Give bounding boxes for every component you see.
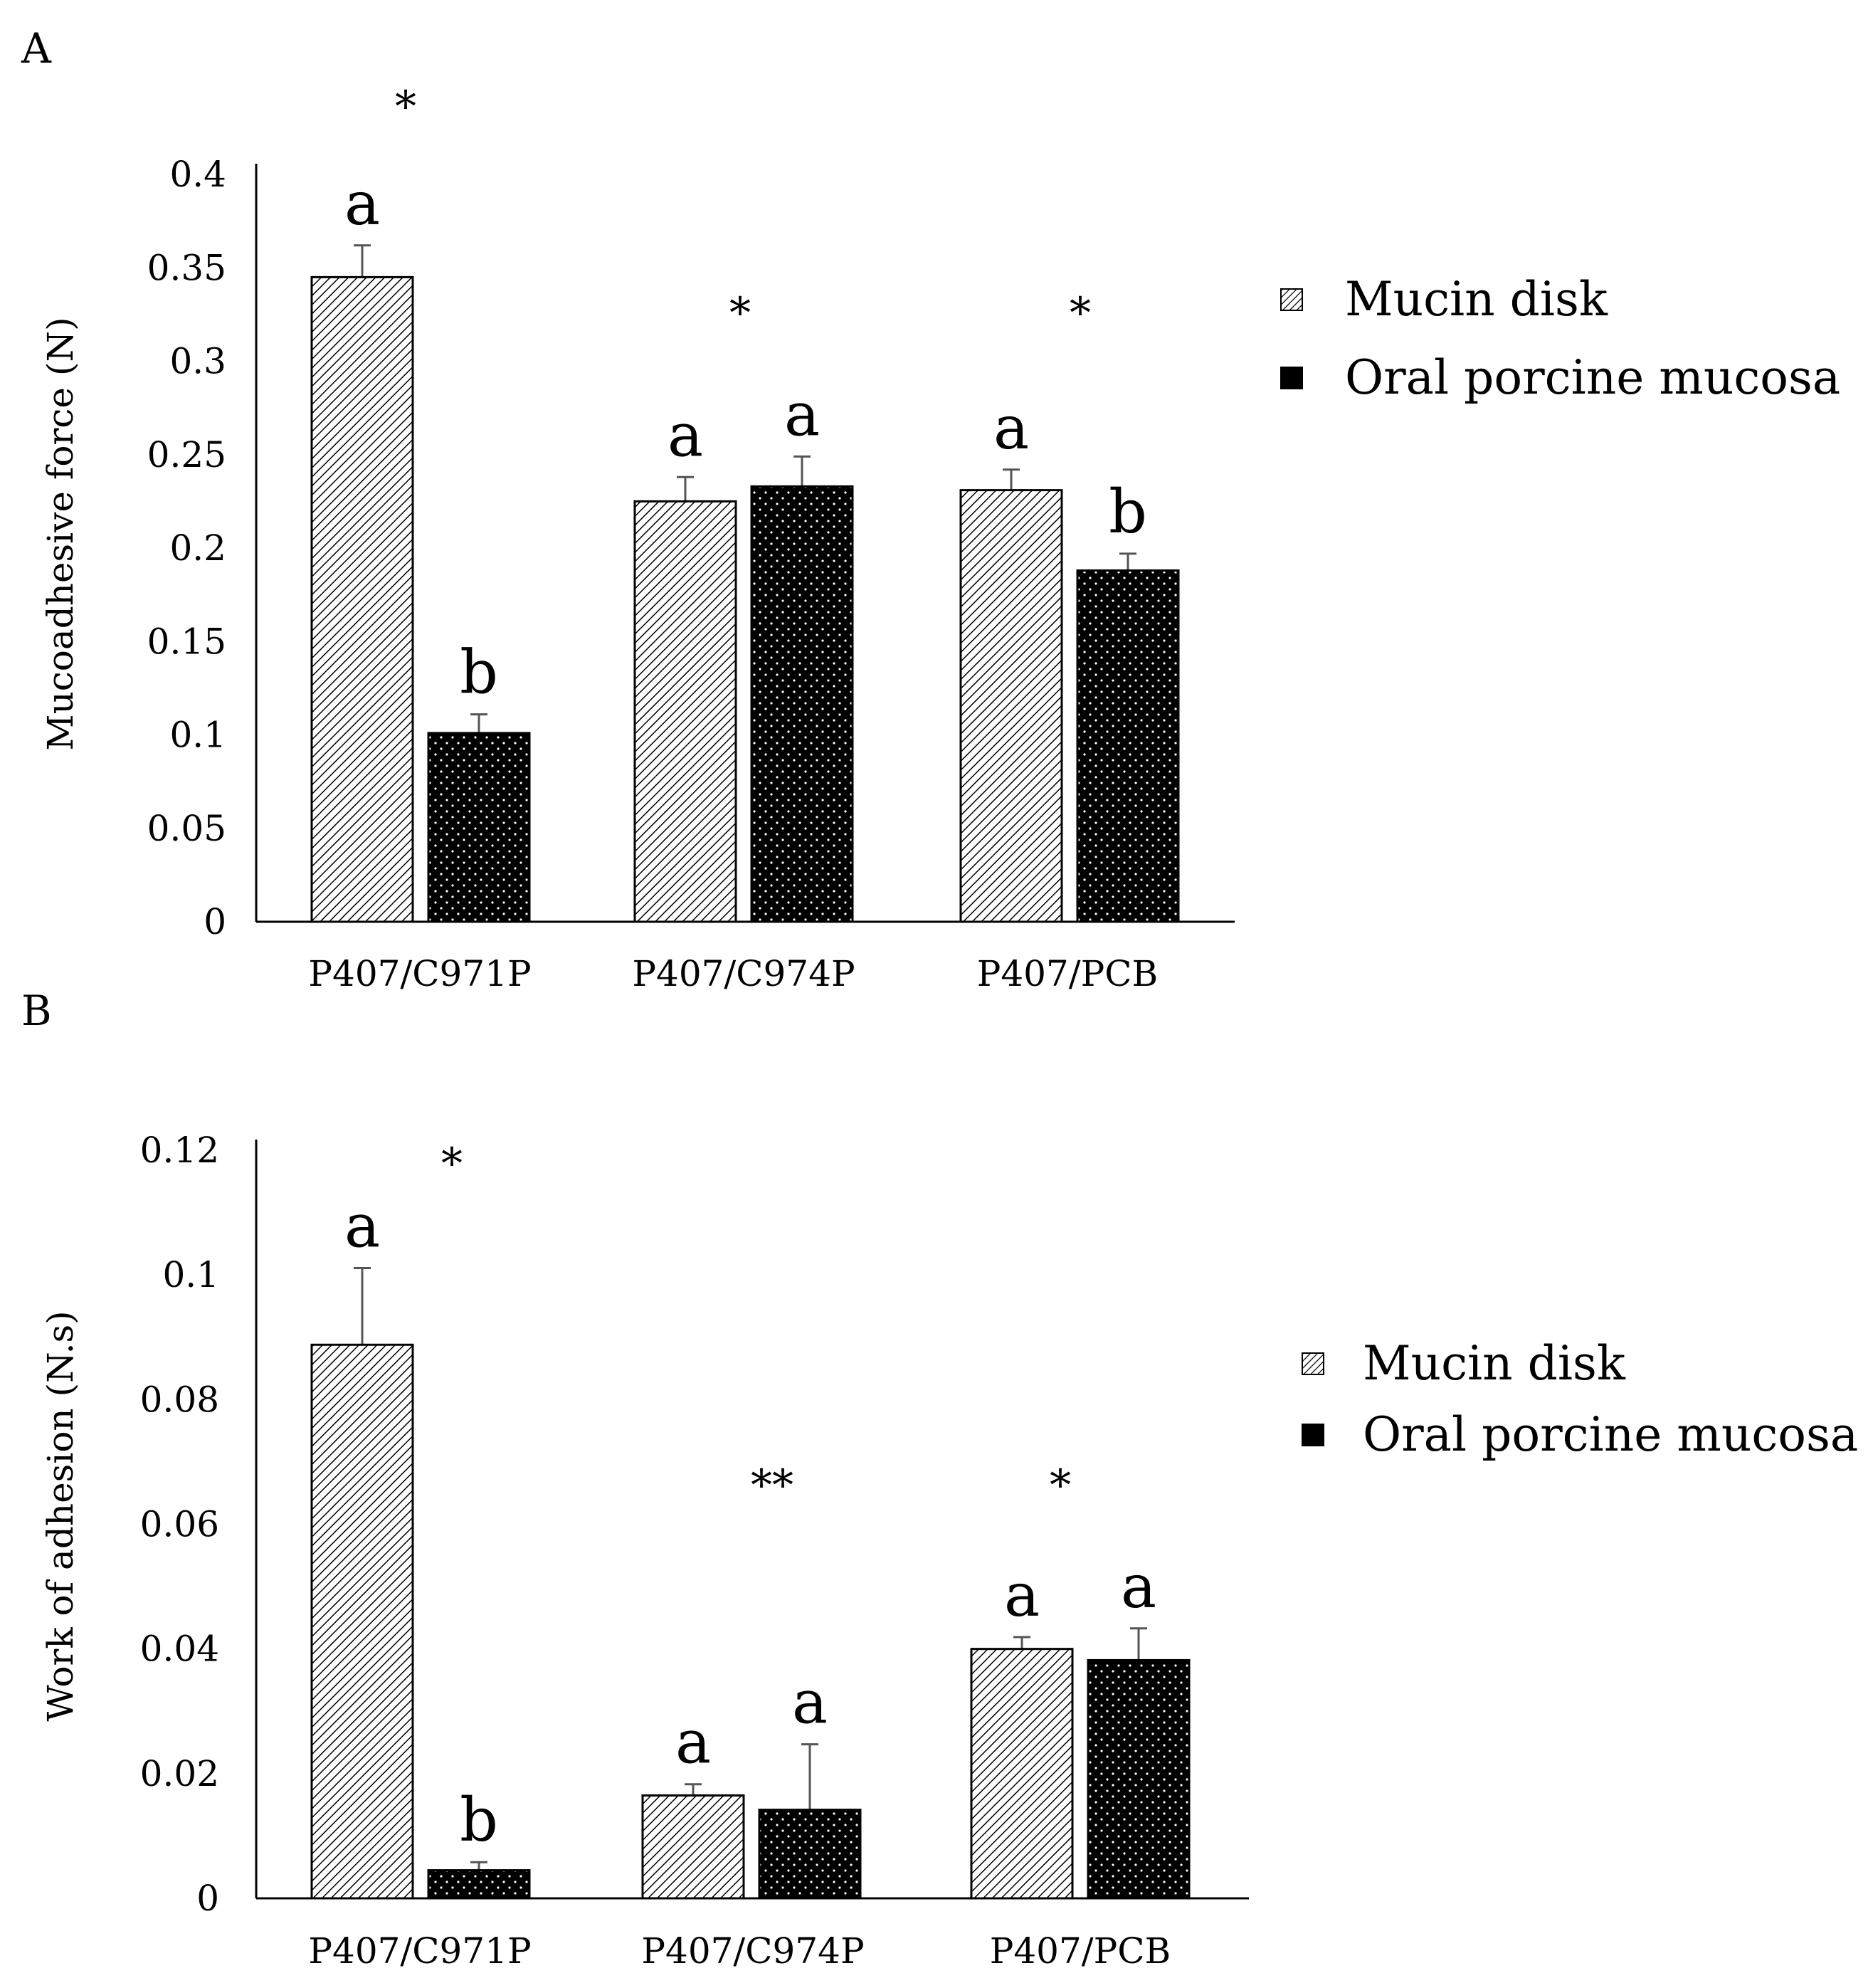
y-tick-label: 0.35: [147, 247, 226, 288]
y-tick-label: 0.08: [140, 1379, 219, 1420]
significance-letter: a: [993, 393, 1029, 463]
panel-letter-b: B: [21, 987, 52, 1035]
legend: Mucin disk Oral porcine mucosa: [1302, 1336, 1858, 1462]
legend-swatch-oral-porcine-mucosa: [1280, 367, 1303, 389]
significance-letter: a: [668, 400, 703, 470]
y-tick-label: 0.1: [169, 715, 226, 756]
y-tick-label: 0.25: [147, 434, 226, 475]
y-tick-label: 0.02: [140, 1753, 219, 1794]
y-tick-label: 0.04: [140, 1629, 219, 1670]
x-category-label: P407/C974P: [632, 953, 855, 994]
group-marks: *** *: [441, 1139, 1071, 1510]
significance-letter: b: [1109, 477, 1147, 547]
x-labels: P407/C971P P407/C974P P407/PCB: [308, 953, 1158, 994]
significance-letter: a: [1121, 1552, 1156, 1621]
significance-letter: b: [460, 1785, 498, 1855]
x-category-label: P407/C974P: [641, 1930, 864, 1972]
bar-mucin-disk-p407-c974p: [641, 1794, 745, 1900]
x-category-label: P407/PCB: [977, 953, 1159, 994]
significance-letter: a: [344, 169, 380, 238]
legend-swatch-oral-porcine-mucosa: [1302, 1424, 1324, 1446]
x-category-label: P407/C971P: [308, 953, 531, 994]
x-labels: P407/C971P P407/C974P P407/PCB: [308, 1930, 1171, 1972]
significance-letter: a: [344, 1192, 380, 1261]
y-tick-label: 0.4: [169, 154, 226, 195]
bar-oral-porcine-mucosa-p407-c974p: [758, 1809, 862, 1900]
x-category-label: P407/PCB: [990, 1930, 1171, 1972]
bars: [310, 275, 1180, 923]
significance-letter: b: [460, 638, 498, 708]
group-significance-mark: *: [729, 288, 751, 338]
bar-mucin-disk-p407-c971p: [310, 1343, 414, 1900]
y-tick-label: 0.3: [169, 341, 226, 382]
bar-oral-porcine-mucosa-p407-pcb: [1076, 569, 1180, 923]
y-tick-label: 0.06: [140, 1504, 219, 1545]
legend-swatch-mucin-disk: [1280, 288, 1303, 311]
significance-letter: a: [792, 1668, 828, 1737]
significance-letter: a: [1004, 1560, 1040, 1630]
y-tick-label: 0.12: [140, 1130, 219, 1171]
bar-oral-porcine-mucosa-p407-c974p: [750, 485, 854, 923]
legend-label: Oral porcine mucosa: [1363, 1407, 1858, 1462]
legend: Mucin disk Oral porcine mucosa: [1280, 272, 1840, 405]
axes: [255, 1140, 1249, 1900]
y-tick-label: 0: [204, 901, 226, 942]
group-significance-mark: **: [751, 1461, 793, 1510]
letters: a b a a a b: [344, 169, 1147, 708]
significance-letter: a: [784, 379, 820, 449]
y-ticks: 0 0.02 0.04 0.06 0.08 0.1 0.12: [140, 1130, 219, 1919]
significance-letter: a: [675, 1708, 711, 1777]
axes: [255, 164, 1235, 923]
panel-a: A Mucoadhesive force (N) 0 0.05 0.1 0.15 0.2…: [21, 24, 1840, 994]
y-ticks: 0 0.05 0.1 0.15 0.2 0.25 0.3 0.35 0.4: [147, 154, 226, 942]
y-axis-label: Mucoadhesive force (N): [40, 317, 81, 750]
group-significance-mark: *: [395, 82, 416, 132]
panel-b: B Work of adhesion (N.s) 0 0.02 0.04 0.06 0.…: [21, 987, 1858, 1972]
y-axis-label: Work of adhesion (N.s): [40, 1310, 81, 1721]
letters: a b a a a a: [344, 1192, 1156, 1856]
bar-mucin-disk-p407-pcb: [970, 1648, 1074, 1900]
y-tick-label: 0: [196, 1878, 219, 1919]
bars: [310, 1343, 1191, 1900]
y-tick-label: 0.1: [162, 1254, 219, 1295]
bar-mucin-disk-p407-c971p: [310, 275, 414, 923]
group-significance-mark: *: [441, 1139, 463, 1189]
panel-letter-a: A: [21, 24, 52, 73]
bar-mucin-disk-p407-pcb: [959, 489, 1063, 923]
legend-swatch-mucin-disk: [1302, 1352, 1324, 1375]
group-significance-mark: *: [1070, 288, 1091, 338]
legend-label: Oral porcine mucosa: [1345, 350, 1840, 405]
y-tick-label: 0.15: [147, 621, 226, 662]
group-significance-mark: *: [1050, 1461, 1071, 1510]
y-tick-label: 0.05: [147, 808, 226, 849]
legend-label: Mucin disk: [1345, 272, 1608, 327]
bar-oral-porcine-mucosa-p407-c971p: [427, 1869, 531, 1900]
group-marks: * * *: [395, 82, 1091, 338]
bar-mucin-disk-p407-c974p: [633, 500, 737, 923]
bar-oral-porcine-mucosa-p407-c971p: [427, 732, 531, 923]
x-category-label: P407/C971P: [308, 1930, 531, 1972]
legend-label: Mucin disk: [1363, 1336, 1626, 1391]
y-tick-label: 0.2: [169, 527, 226, 569]
bar-oral-porcine-mucosa-p407-pcb: [1087, 1658, 1191, 1900]
